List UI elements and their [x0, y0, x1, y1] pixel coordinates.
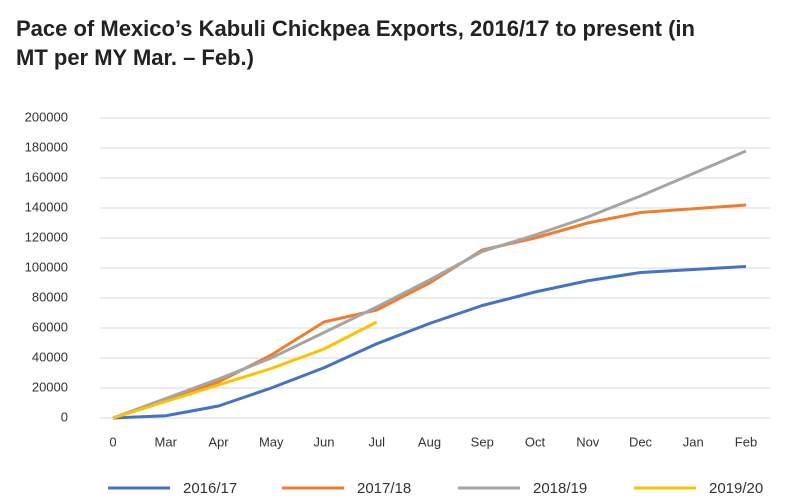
- y-tick-label: 160000: [25, 169, 68, 184]
- x-tick-label: Mar: [155, 434, 178, 449]
- legend: 2016/17 2017/18 2018/19 2019/20: [108, 480, 763, 497]
- legend-label: 2018/19: [533, 480, 587, 497]
- x-tick-label: Oct: [525, 434, 546, 449]
- x-tick-label: 0: [109, 434, 116, 449]
- x-tick-label: Jan: [683, 434, 704, 449]
- series-line: [112, 149, 747, 420]
- chart-title: Pace of Mexico’s Kabuli Chickpea Exports…: [16, 16, 695, 70]
- legend-label: 2016/17: [183, 480, 237, 497]
- legend-label: 2017/18: [357, 480, 411, 497]
- legend-label: 2019/20: [709, 480, 763, 497]
- y-tick-label: 60000: [32, 319, 68, 334]
- y-tick-label: 80000: [32, 289, 68, 304]
- y-tick-label: 140000: [25, 199, 68, 214]
- series-line: [112, 320, 378, 420]
- x-tick-label: Nov: [576, 434, 600, 449]
- x-tick-label: Sep: [471, 434, 494, 449]
- y-tick-label: 20000: [32, 379, 68, 394]
- y-tick-label: 0: [61, 409, 68, 424]
- x-tick-label: Jul: [368, 434, 385, 449]
- series-line: [112, 203, 747, 420]
- y-tick-label: 180000: [25, 139, 68, 154]
- series-line: [112, 265, 747, 420]
- y-tick-label: 200000: [25, 109, 68, 124]
- x-tick-label: Apr: [208, 434, 229, 449]
- x-tick-label: May: [259, 434, 284, 449]
- y-tick-label: 40000: [32, 349, 68, 364]
- x-tick-label: Dec: [629, 434, 653, 449]
- y-tick-label: 100000: [25, 259, 68, 274]
- x-tick-label: Jun: [314, 434, 335, 449]
- x-tick-label: Feb: [735, 434, 757, 449]
- x-tick-label: Aug: [418, 434, 441, 449]
- y-tick-label: 120000: [25, 229, 68, 244]
